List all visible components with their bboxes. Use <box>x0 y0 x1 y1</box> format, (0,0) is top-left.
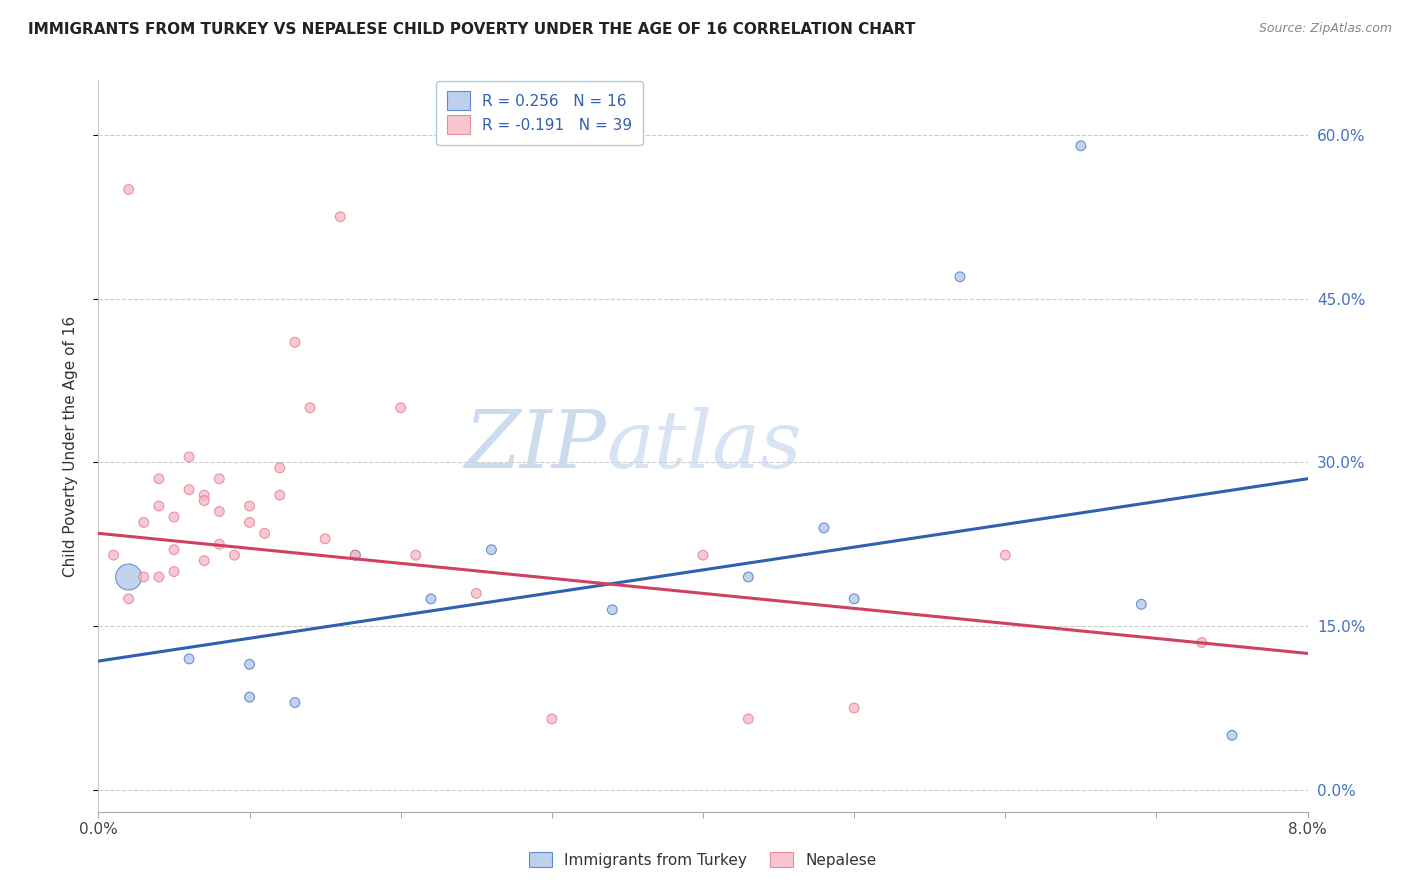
Point <box>284 335 307 350</box>
Point <box>193 554 215 568</box>
Point <box>239 690 262 704</box>
Point <box>329 210 352 224</box>
Point <box>344 548 367 562</box>
Point <box>994 548 1017 562</box>
Point <box>1130 597 1153 611</box>
Point <box>239 516 262 530</box>
Point <box>465 586 488 600</box>
Point <box>269 460 291 475</box>
Point <box>208 472 231 486</box>
Legend: R = 0.256   N = 16, R = -0.191   N = 39: R = 0.256 N = 16, R = -0.191 N = 39 <box>436 80 643 145</box>
Point <box>949 269 972 284</box>
Text: IMMIGRANTS FROM TURKEY VS NEPALESE CHILD POVERTY UNDER THE AGE OF 16 CORRELATION: IMMIGRANTS FROM TURKEY VS NEPALESE CHILD… <box>28 22 915 37</box>
Point <box>1191 635 1213 649</box>
Point <box>344 548 367 562</box>
Point <box>179 483 201 497</box>
Point <box>844 591 866 606</box>
Point <box>253 526 276 541</box>
Text: atlas: atlas <box>606 408 801 484</box>
Point <box>420 591 443 606</box>
Point <box>692 548 714 562</box>
Point <box>405 548 427 562</box>
Point <box>1220 728 1243 742</box>
Point <box>602 603 624 617</box>
Point <box>132 570 155 584</box>
Point <box>239 657 262 672</box>
Point <box>208 537 231 551</box>
Point <box>844 701 866 715</box>
Point <box>299 401 322 415</box>
Point <box>813 521 835 535</box>
Point <box>148 499 170 513</box>
Legend: Immigrants from Turkey, Nepalese: Immigrants from Turkey, Nepalese <box>522 844 884 875</box>
Point <box>118 182 141 196</box>
Text: ZIP: ZIP <box>464 408 606 484</box>
Point <box>239 499 262 513</box>
Point <box>118 570 141 584</box>
Point <box>179 652 201 666</box>
Point <box>269 488 291 502</box>
Y-axis label: Child Poverty Under the Age of 16: Child Poverty Under the Age of 16 <box>63 316 77 576</box>
Point <box>193 493 215 508</box>
Point <box>1070 138 1092 153</box>
Point <box>163 542 186 557</box>
Point <box>208 504 231 518</box>
Point <box>163 510 186 524</box>
Point <box>148 570 170 584</box>
Text: Source: ZipAtlas.com: Source: ZipAtlas.com <box>1258 22 1392 36</box>
Point <box>163 565 186 579</box>
Point <box>389 401 412 415</box>
Point <box>737 712 759 726</box>
Point <box>103 548 125 562</box>
Point <box>541 712 564 726</box>
Point <box>314 532 336 546</box>
Point <box>737 570 759 584</box>
Point <box>179 450 201 464</box>
Point <box>132 516 155 530</box>
Point <box>148 472 170 486</box>
Point <box>284 696 307 710</box>
Point <box>118 591 141 606</box>
Point <box>481 542 503 557</box>
Point <box>193 488 215 502</box>
Point <box>224 548 246 562</box>
